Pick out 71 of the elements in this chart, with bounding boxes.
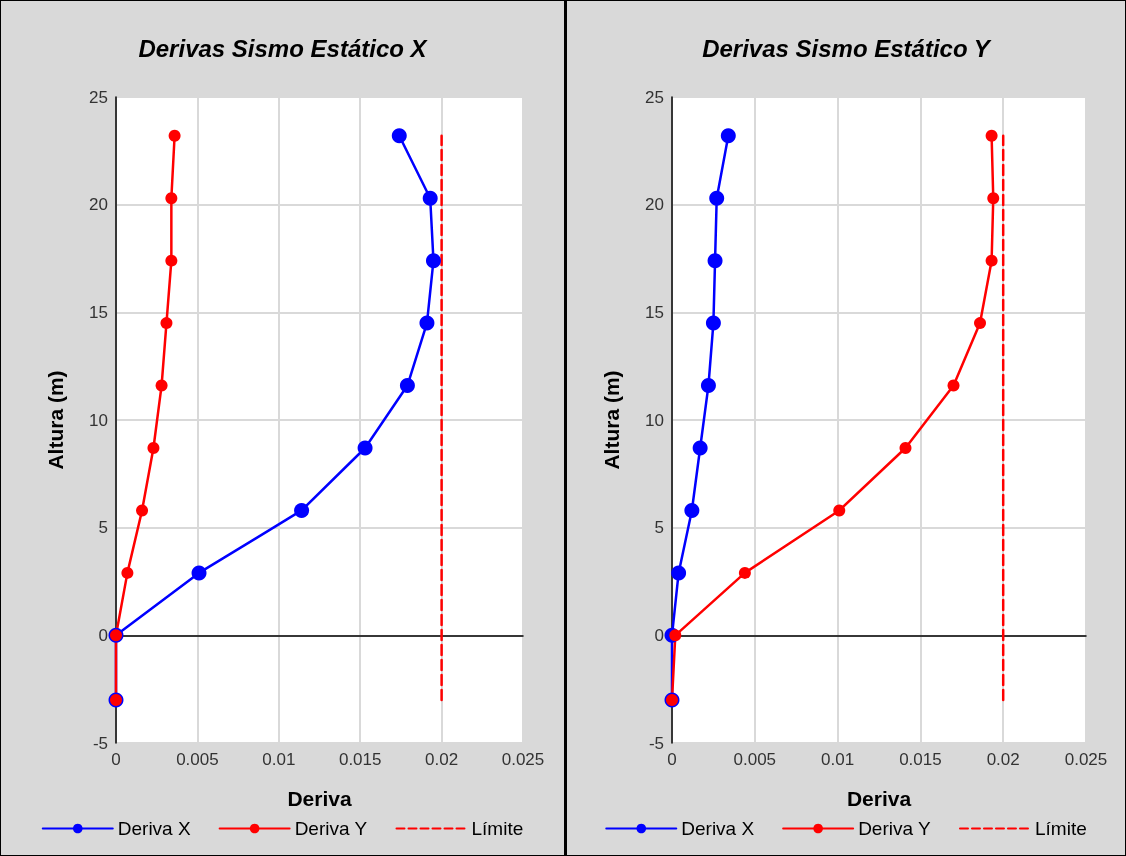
x-tick-label: 0 [667,750,677,769]
point [985,254,998,267]
point [669,629,682,642]
x-axis-title: Deriva [846,787,912,810]
point [168,129,181,142]
y-tick-label: 5 [98,518,108,538]
y-tick-label: 25 [89,87,108,107]
y-tick-label: 5 [654,518,664,538]
point [391,128,407,144]
point [425,253,441,269]
point [720,128,736,144]
y-tick-label: 25 [645,87,664,107]
point [985,129,998,142]
point [121,566,134,579]
y-tick-label: 15 [645,302,664,322]
y-tick-label: 10 [645,410,664,430]
point [700,378,716,394]
y-tick-label: -5 [92,733,108,753]
point [422,190,438,206]
point [136,504,149,517]
y-axis-title: Altura (m) [600,370,623,470]
point [709,190,725,206]
point [705,315,721,331]
chart-title: Derivas Sismo Estático Y [702,34,992,62]
legend-label: Límite [1034,818,1087,839]
point [191,565,207,581]
point [707,253,723,269]
legend-label: Límite [471,818,524,839]
point [155,379,168,392]
y-tick-label: 10 [89,410,108,430]
x-tick-label: 0.005 [176,750,219,769]
point [399,378,415,394]
legend-label: Deriva Y [858,818,931,839]
x-tick-label: 0.015 [338,750,382,769]
x-tick-label: 0.01 [821,750,855,769]
x-tick-label: 0 [111,750,121,769]
y-tick-label: 0 [654,625,664,645]
x-tick-label: 0.02 [425,750,459,769]
point [165,254,178,267]
point [147,442,160,454]
y-tick-label: 20 [89,195,108,215]
point [684,502,700,518]
x-axis-title: Deriva [287,787,352,810]
y-axis-title: Altura (m) [44,370,67,470]
x-tick-label: 0.015 [899,750,942,769]
point [987,192,1000,205]
point [357,440,373,456]
y-tick-label: 20 [645,195,664,215]
x-tick-label: 0.02 [986,750,1020,769]
point [671,565,687,581]
y-tick-label: -5 [648,733,664,753]
x-tick-label: 0.01 [262,750,296,769]
point [160,317,173,330]
point [947,379,960,392]
chart-title: Derivas Sismo Estático X [138,34,429,62]
x-tick-label: 0.005 [733,750,777,769]
x-tick-label: 0.025 [501,750,545,769]
point [974,317,987,330]
legend-label: Deriva X [681,818,755,839]
legend-label: Deriva X [117,818,191,839]
point [738,566,751,579]
point [692,440,708,456]
legend-label: Deriva Y [294,818,368,839]
point [165,192,178,205]
point [899,442,912,454]
point [294,502,310,518]
point [833,504,846,517]
x-tick-label: 0.025 [1064,750,1108,769]
y-tick-label: 15 [89,302,108,322]
point [419,315,435,331]
y-tick-label: 0 [98,625,108,645]
